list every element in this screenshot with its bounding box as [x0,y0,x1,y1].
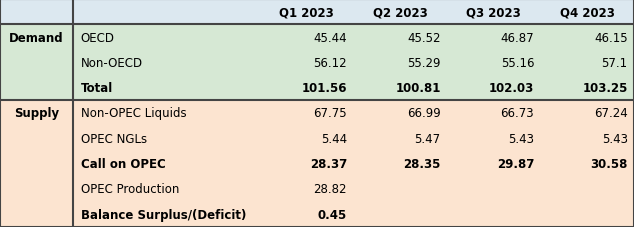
Text: 55.29: 55.29 [407,57,441,69]
Text: 55.16: 55.16 [501,57,534,69]
Text: 46.15: 46.15 [594,31,628,44]
Bar [0,177,634,202]
Text: 100.81: 100.81 [395,82,441,95]
Text: 66.73: 66.73 [500,107,534,120]
Text: Balance Surplus/(Deficit): Balance Surplus/(Deficit) [81,208,246,221]
Text: 67.24: 67.24 [594,107,628,120]
Bar [0,50,634,76]
Text: 67.75: 67.75 [313,107,347,120]
Bar [0,25,634,50]
Bar [0,126,634,151]
Text: OPEC Production: OPEC Production [81,183,179,196]
Text: 46.87: 46.87 [500,31,534,44]
Text: 28.35: 28.35 [403,158,441,170]
Text: 101.56: 101.56 [302,82,347,95]
Text: 103.25: 103.25 [582,82,628,95]
Text: Q1 2023: Q1 2023 [280,6,334,19]
Text: 5.47: 5.47 [415,132,441,145]
Text: 66.99: 66.99 [407,107,441,120]
Text: OPEC NGLs: OPEC NGLs [81,132,146,145]
Text: Q2 2023: Q2 2023 [373,6,427,19]
Text: 57.1: 57.1 [602,57,628,69]
Text: 29.87: 29.87 [497,158,534,170]
Bar [0,101,634,126]
Text: Call on OPEC: Call on OPEC [81,158,165,170]
Text: Q3 2023: Q3 2023 [467,6,521,19]
Text: Total: Total [81,82,113,95]
Text: 30.58: 30.58 [590,158,628,170]
Bar [0,0,634,25]
Text: 28.37: 28.37 [310,158,347,170]
Text: 45.52: 45.52 [407,31,441,44]
Text: 45.44: 45.44 [313,31,347,44]
Text: 28.82: 28.82 [314,183,347,196]
Text: Demand: Demand [9,31,64,44]
Text: 0.45: 0.45 [318,208,347,221]
Bar [0,76,634,101]
Text: 5.43: 5.43 [508,132,534,145]
Text: 102.03: 102.03 [489,82,534,95]
Text: Q4 2023: Q4 2023 [560,6,615,19]
Bar [0,202,634,227]
Text: 5.43: 5.43 [602,132,628,145]
Text: Non-OPEC Liquids: Non-OPEC Liquids [81,107,186,120]
Text: OECD: OECD [81,31,115,44]
Bar [0,151,634,177]
Text: 5.44: 5.44 [321,132,347,145]
Text: 56.12: 56.12 [313,57,347,69]
Text: Non-OECD: Non-OECD [81,57,143,69]
Text: Supply: Supply [14,107,59,120]
